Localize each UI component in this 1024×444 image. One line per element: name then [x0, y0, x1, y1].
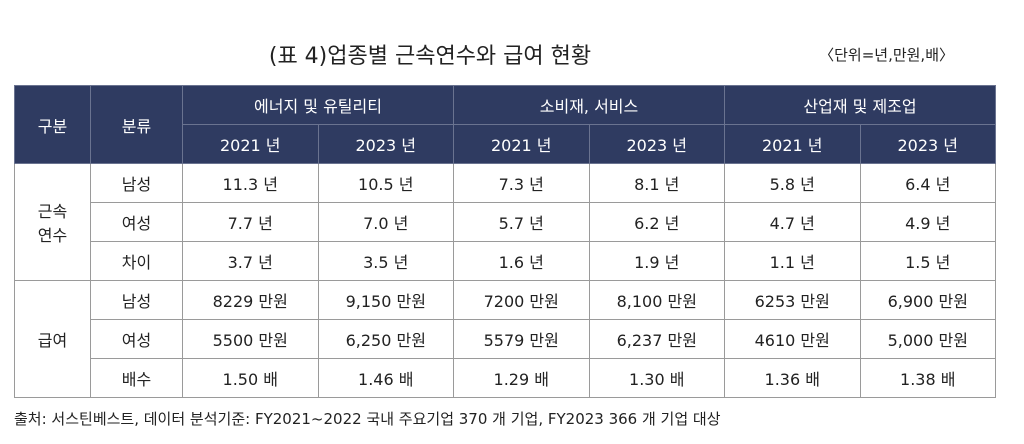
data-cell: 1.46 배	[317, 358, 454, 398]
table-header: 구분 분류 에너지 및 유틸리티 소비재, 서비스 산업재 및 제조업 2021 년 202…	[14, 85, 996, 164]
unit-note: 〈단위=년,만원,배〉	[819, 46, 954, 64]
data-cell: 5.8 년	[724, 163, 861, 203]
body-row: 급여 남성 8229 만원 9,150 만원 7200 만원 8,100 만원 6253 만…	[14, 280, 996, 398]
table: 구분 분류 에너지 및 유틸리티 소비재, 서비스 산업재 및 제조업 2021 년 202…	[14, 85, 996, 398]
section-label-line: 근속	[37, 202, 68, 221]
data-cell: 7.0 년	[317, 202, 454, 242]
data-cell: 1.1 년	[724, 241, 861, 281]
data-cell: 6,250 만원	[317, 319, 454, 359]
data-cell: 1.50 배	[182, 358, 319, 398]
data-cell: 3.7 년	[182, 241, 319, 281]
data-cell: 4.9 년	[859, 202, 996, 242]
data-cell: 6253 만원	[724, 280, 861, 320]
group-header: 에너지 및 유틸리티	[182, 85, 454, 125]
table-body: 근속 연수 남성 11.3 년 10.5 년 7.3 년 8.1 년 5.8 년 6.4 년 여성…	[14, 163, 996, 398]
data-cell: 1.36 배	[724, 358, 861, 398]
data-cell: 1.5 년	[859, 241, 996, 281]
row-label: 남성	[90, 163, 183, 203]
data-cell: 6.2 년	[588, 202, 725, 242]
data-cell: 5.7 년	[453, 202, 590, 242]
data-cell: 6.4 년	[859, 163, 996, 203]
data-cell: 6,237 만원	[588, 319, 725, 359]
year-header: 2021 년	[182, 124, 319, 164]
body-row: 배수 1.50 배 1.46 배 1.29 배 1.30 배 1.36 배 1.38 배	[15, 358, 996, 398]
row-label: 여성	[90, 319, 183, 359]
row-label: 여성	[90, 202, 183, 242]
year-header: 2021 년	[453, 124, 590, 164]
row-label: 남성	[90, 280, 183, 320]
year-header: 2023 년	[859, 124, 996, 164]
body-row: 여성 7.7 년 7.0 년 5.7 년 6.2 년 4.7 년 4.9 년	[15, 202, 996, 242]
data-cell: 1.29 배	[453, 358, 590, 398]
group-header: 소비재, 서비스	[453, 85, 725, 125]
data-cell: 1.38 배	[859, 358, 996, 398]
data-cell: 1.30 배	[588, 358, 725, 398]
row-label: 배수	[90, 358, 183, 398]
data-cell: 11.3 년	[182, 163, 319, 203]
year-header: 2023 년	[317, 124, 454, 164]
header-cell: 분류	[90, 85, 183, 164]
source-note: 출처: 서스틴베스트, 데이터 분석기준: FY2021~2022 국내 주요기…	[14, 410, 721, 428]
group-header: 산업재 및 제조업	[724, 85, 996, 125]
body-row: 근속 연수 남성 11.3 년 10.5 년 7.3 년 8.1 년 5.8 년 6.4 년	[14, 163, 996, 281]
body-row: 여성 5500 만원 6,250 만원 5579 만원 6,237 만원 4610 만원 5…	[15, 319, 996, 359]
body-row: 차이 3.7 년 3.5 년 1.6 년 1.9 년 1.1 년 1.5 년	[15, 241, 996, 281]
row-label: 차이	[90, 241, 183, 281]
data-cell: 9,150 만원	[317, 280, 454, 320]
data-cell: 8.1 년	[588, 163, 725, 203]
data-cell: 10.5 년	[317, 163, 454, 203]
data-cell: 7.7 년	[182, 202, 319, 242]
data-cell: 4.7 년	[724, 202, 861, 242]
section-label: 급여	[14, 280, 91, 398]
data-cell: 7200 만원	[453, 280, 590, 320]
data-cell: 4610 만원	[724, 319, 861, 359]
header-cell: 구분	[14, 85, 91, 164]
year-header: 2021 년	[724, 124, 861, 164]
data-cell: 6,900 만원	[859, 280, 996, 320]
data-cell: 5500 만원	[182, 319, 319, 359]
data-cell: 7.3 년	[453, 163, 590, 203]
section-label-line: 급여	[37, 331, 68, 350]
header-row: 2021 년 2023 년 2021 년 2023 년 2021 년 2023 년	[15, 124, 996, 164]
section-label-line: 연수	[37, 226, 68, 245]
data-cell: 8,100 만원	[588, 280, 725, 320]
data-cell: 1.9 년	[588, 241, 725, 281]
data-cell: 8229 만원	[182, 280, 319, 320]
data-cell: 5,000 만원	[859, 319, 996, 359]
year-header: 2023 년	[588, 124, 725, 164]
data-cell: 5579 만원	[453, 319, 590, 359]
data-cell: 3.5 년	[317, 241, 454, 281]
title: (표 4)업종별 근속연수와 급여 현황	[268, 44, 592, 69]
data-cell: 1.6 년	[453, 241, 590, 281]
header-row: 구분 분류 에너지 및 유틸리티 소비재, 서비스 산업재 및 제조업	[14, 85, 996, 164]
